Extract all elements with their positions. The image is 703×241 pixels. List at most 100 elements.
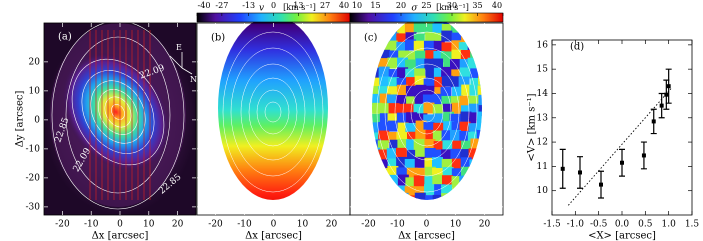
- map-cell: [398, 50, 410, 62]
- contour: [410, 89, 444, 135]
- map-cell: [396, 41, 408, 53]
- map-cell: [405, 68, 417, 80]
- y-tick-label: 10: [537, 186, 549, 196]
- map-cell: [405, 32, 417, 44]
- map-cell: [379, 49, 391, 61]
- map-cell: [406, 77, 418, 89]
- map-cell: [396, 23, 408, 35]
- map-cell: [434, 87, 446, 99]
- map-cell: [434, 76, 446, 88]
- map-cell: [413, 175, 425, 187]
- map-cell: [378, 103, 390, 115]
- map-cell: [425, 67, 437, 79]
- map-cell: [442, 140, 454, 152]
- map-cell: [415, 149, 427, 161]
- map-cell: [372, 77, 380, 89]
- map-cell: [415, 120, 427, 132]
- data-point: [620, 160, 624, 165]
- map-cell: [468, 30, 480, 42]
- map-cell: [406, 96, 418, 108]
- map-cell: [460, 149, 472, 161]
- map-cell: [423, 40, 435, 52]
- map-cell: [396, 131, 408, 143]
- x-tick-label: -1.0: [567, 220, 585, 230]
- map-cell: [372, 176, 383, 188]
- x-axis-label: Δx [arcsec]: [245, 231, 302, 241]
- map-cell: [372, 67, 380, 79]
- map-cell: [372, 192, 383, 200]
- map-cell: [460, 50, 472, 62]
- map-cell: [451, 49, 463, 61]
- map-cell: [372, 85, 380, 97]
- map-cell: [443, 59, 455, 71]
- map-cell: [433, 50, 445, 62]
- map-cell: [423, 122, 435, 134]
- map-cell: [387, 165, 399, 177]
- x-tick-label: -0.5: [590, 220, 608, 230]
- image-b: [218, 16, 328, 200]
- map-cell: [404, 39, 416, 51]
- map-cell: [441, 24, 453, 36]
- map-cell: [372, 113, 381, 125]
- map-cell: [404, 158, 416, 170]
- colorbar-unit: [km s⁻¹]: [436, 3, 469, 12]
- map-cell: [460, 21, 472, 33]
- x-tick-label: 20: [479, 220, 491, 230]
- map-cell: [388, 103, 400, 115]
- map-cell: [405, 85, 417, 97]
- map-cell: [378, 31, 390, 43]
- map-cell: [432, 93, 444, 105]
- x-tick-label: 10: [297, 220, 309, 230]
- y-tick-label: 10: [29, 86, 41, 96]
- map-cell: [388, 192, 400, 200]
- map-cell: [379, 194, 391, 200]
- map-cell: [459, 95, 471, 107]
- map-cell: [476, 129, 482, 141]
- map-cell: [477, 175, 482, 187]
- map-cell: [441, 30, 453, 42]
- y-axis-label: Δy [arcsec]: [15, 90, 26, 147]
- map-cell: [413, 33, 425, 45]
- x-tick-label: 0.5: [638, 220, 653, 230]
- map-cell: [397, 67, 409, 79]
- map-cell: [405, 59, 417, 71]
- map-cell: [477, 166, 482, 178]
- map-cell: [424, 166, 436, 178]
- map-cell: [476, 32, 482, 44]
- map-cell: [379, 76, 391, 88]
- map-cell: [413, 21, 425, 33]
- colorbar-symbol: σ: [411, 4, 418, 14]
- map-cell: [378, 86, 390, 98]
- data-point: [666, 84, 671, 89]
- x-tick-label: 10: [143, 220, 155, 230]
- y-tick-label: 16: [537, 40, 549, 50]
- map-cell: [414, 75, 426, 87]
- x-axis-label: <X> [arcsec]: [588, 231, 656, 241]
- map-cell: [441, 95, 453, 107]
- y-tick-label: 20: [29, 57, 41, 67]
- colorbar-symbol: v: [259, 4, 264, 14]
- y-tick-label: -30: [26, 202, 41, 212]
- x-tick-label: 0: [117, 220, 123, 230]
- map-cell: [387, 174, 399, 186]
- map-cell: [378, 130, 390, 142]
- map-cell: [414, 50, 426, 62]
- map-cell: [378, 66, 390, 78]
- map-cell: [396, 33, 408, 45]
- panel-label: (d): [570, 42, 584, 53]
- map-cell: [478, 184, 482, 196]
- map-cell: [396, 77, 408, 89]
- colorbar-tick-label: 20: [396, 1, 406, 10]
- compass-label: E: [176, 43, 182, 52]
- map-cell: [468, 148, 480, 160]
- map-cell: [432, 174, 444, 186]
- map-cell: [468, 195, 480, 200]
- map-cell: [372, 132, 382, 144]
- map-cell: [451, 158, 463, 170]
- map-cell: [476, 148, 482, 160]
- map-cell: [388, 77, 400, 89]
- x-tick-label: 1.0: [662, 220, 677, 230]
- data-point: [599, 182, 603, 187]
- map-cell: [478, 94, 482, 106]
- colorbar-tick-label: 10: [352, 1, 362, 10]
